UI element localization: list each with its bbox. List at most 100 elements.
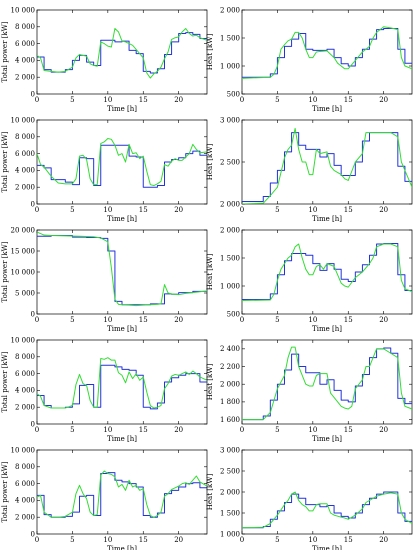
y-tick-label: 0 [31,200,35,208]
y-tick-label: 2 000 [15,514,35,522]
y-tick-label: 2 000 [220,488,240,496]
x-tick-label: 0 [35,426,39,434]
x-tick-label: 0 [240,96,244,104]
x-tick-label: 10 [308,206,317,214]
series-group [242,26,412,79]
y-tick-label: 8 000 [15,353,35,361]
series-line-blue [242,242,412,300]
y-axis-label: Heat [kW] [206,254,214,291]
y-tick-label: 4 000 [15,57,35,65]
y-tick-label: 500 [227,310,240,318]
x-tick-label: 15 [139,96,148,104]
x-axis-label: Time [h] [312,325,342,333]
chart-panel-7: 0 5 10 15 20 0 2 000 4 000 6 000 8 000 10 000 Time … [1,336,208,443]
x-tick-label: 20 [379,426,388,434]
x-tick-label: 5 [70,316,74,324]
x-tick-label: 15 [344,96,353,104]
y-tick-label: 4 000 [15,387,35,395]
x-tick-label: 10 [308,96,317,104]
plot-frame [36,339,208,425]
y-tick-label: 2 500 [220,467,240,475]
y-tick-label: 2 000 [220,226,240,234]
x-tick-label: 5 [275,426,279,434]
y-tick-label: 10 000 [11,116,36,124]
y-tick-label: 8 000 [15,23,35,31]
series-line-blue [37,472,207,518]
chart-panel-3: 0 5 10 15 20 0 2 000 4 000 6 000 8 000 10 000 Time … [1,116,208,223]
y-tick-label: 15 000 [11,247,36,255]
y-tick-label: 1 000 [220,282,240,290]
y-axis-label: Heat [kW] [206,144,214,181]
y-tick-label: 1 500 [220,34,240,42]
y-tick-label: 10 000 [11,268,36,276]
y-tick-label: 2 200 [220,363,240,371]
y-tick-label: 2 500 [220,158,240,166]
x-axis-label: Time [h] [312,545,342,550]
series-group [37,470,207,518]
x-tick-label: 20 [174,426,183,434]
y-tick-label: 10 000 [11,446,36,454]
x-tick-label: 5 [275,316,279,324]
series-line-green [242,127,412,204]
series-line-blue [242,132,412,202]
y-tick-label: 8 000 [15,463,35,471]
x-tick-label: 0 [35,316,39,324]
x-tick-label: 5 [70,96,74,104]
x-tick-label: 15 [139,426,148,434]
x-tick-label: 20 [379,96,388,104]
plot-frame [36,119,208,205]
y-tick-label: 2 000 [15,184,35,192]
chart-panel-2: 0 5 10 15 20 500 1 000 1 500 2 000 Time [h] Heat [… [206,6,413,113]
series-line-green [37,231,207,307]
x-tick-label: 15 [139,316,148,324]
chart-panel-10: 0 5 10 15 20 1 000 1 500 2 000 2 500 3 000 Time [h… [206,446,413,550]
y-tick-label: 6 000 [15,370,35,378]
y-tick-label: 4 000 [15,167,35,175]
y-tick-label: 0 [31,310,35,318]
x-tick-label: 5 [70,536,74,544]
x-tick-label: 0 [35,206,39,214]
x-axis-label: Time [h] [312,215,342,223]
series-line-blue [37,32,207,74]
y-axis-label: Total power [kW] [1,131,9,192]
y-tick-label: 1 800 [220,398,240,406]
series-line-green [37,137,207,187]
x-tick-label: 15 [344,536,353,544]
x-tick-label: 5 [70,426,74,434]
y-tick-label: 1 000 [220,62,240,70]
y-axis-label: Total power [kW] [1,241,9,302]
x-axis-label: Time [h] [107,105,137,113]
y-tick-label: 5 000 [15,289,35,297]
y-tick-label: 2 400 [220,345,240,353]
x-tick-label: 10 [308,316,317,324]
plot-frame [241,229,413,315]
plot-frame [36,9,208,95]
x-tick-label: 5 [275,96,279,104]
x-tick-label: 0 [35,96,39,104]
series-group [242,346,412,421]
x-tick-label: 20 [174,536,183,544]
series-line-green [242,346,412,421]
chart-panel-9: 0 5 10 15 20 0 2 000 4 000 6 000 8 000 10 000 Time … [1,446,208,550]
y-tick-label: 2 000 [15,74,35,82]
plot-frame [241,9,413,95]
x-tick-label: 0 [240,426,244,434]
x-tick-label: 15 [344,316,353,324]
y-axis-label: Total power [kW] [1,461,9,522]
series-line-blue [242,491,412,529]
y-tick-label: 1 500 [220,509,240,517]
chart-panel-5: 0 5 10 15 20 0 5 000 10 000 15 000 20 000 Time [h]… [1,226,208,333]
x-tick-label: 10 [103,316,112,324]
y-tick-label: 10 000 [11,336,36,344]
y-axis-label: Total power [kW] [1,351,9,412]
x-tick-label: 0 [240,316,244,324]
y-tick-label: 2 000 [220,200,240,208]
y-tick-label: 10 000 [11,6,36,14]
y-tick-label: 500 [227,90,240,98]
series-line-green [37,357,207,409]
x-axis-label: Time [h] [107,215,137,223]
x-tick-label: 20 [379,316,388,324]
series-group [242,127,412,204]
x-tick-label: 0 [240,536,244,544]
y-tick-label: 6 000 [15,40,35,48]
